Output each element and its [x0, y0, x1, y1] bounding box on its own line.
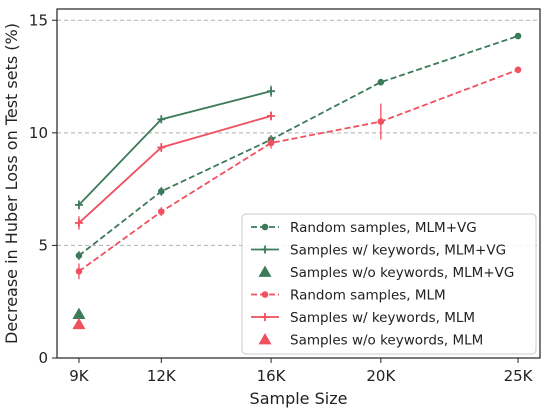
legend-item: Samples w/ keywords, MLM+VG: [251, 243, 506, 259]
series-1: [74, 85, 276, 210]
plot-frame: [56, 8, 541, 359]
legend-label: Random samples, MLM: [290, 288, 446, 304]
data-point: [157, 188, 165, 195]
series-line: [78, 68, 519, 273]
series-line: [78, 115, 272, 224]
data-point: [72, 307, 86, 319]
legend-marker: [258, 265, 272, 277]
y-tick-label: 10: [29, 124, 48, 142]
x-tick-label: 16K: [257, 367, 287, 385]
data-point: [157, 143, 166, 152]
y-tick-label: 5: [38, 236, 48, 254]
data-point: [74, 218, 83, 227]
series-5: [72, 317, 86, 330]
series-line: [78, 90, 272, 206]
data-point: [157, 115, 166, 124]
legend-item: Random samples, MLM+VG: [251, 220, 477, 236]
series-3: [75, 66, 522, 280]
legend-label: Random samples, MLM+VG: [290, 220, 477, 236]
legend-marker: [261, 223, 269, 231]
legend-item: Samples w/o keywords, MLM+VG: [258, 265, 514, 281]
data-point: [157, 208, 165, 215]
legend-marker: [261, 291, 269, 298]
series-4: [74, 111, 276, 230]
x-tick-label: 9K: [69, 367, 90, 385]
legend-label: Samples w/ keywords, MLM+VG: [290, 243, 506, 259]
data-point: [72, 317, 86, 330]
y-tick-label: 15: [29, 11, 48, 29]
legend-label: Samples w/o keywords, MLM+VG: [290, 265, 514, 281]
data-point: [377, 118, 385, 125]
legend-label: Samples w/ keywords, MLM: [290, 310, 475, 326]
legend-item: Random samples, MLM: [251, 288, 446, 304]
legend: Random samples, MLM+VG Samples w/ keyword…: [241, 213, 537, 355]
data-point: [267, 111, 276, 120]
series-2: [72, 307, 86, 319]
x-axis-label: Sample Size: [250, 389, 348, 408]
legend-item: Samples w/o keywords, MLM: [258, 333, 483, 349]
data-point: [75, 252, 83, 259]
legend-item: Samples w/ keywords, MLM: [251, 310, 475, 326]
data-point: [514, 66, 522, 74]
x-tick-label: 12K: [147, 367, 177, 385]
legend-label: Samples w/o keywords, MLM: [290, 333, 483, 349]
y-axis-label: Decrease in Huber Loss on Test sets (%): [2, 23, 21, 344]
x-tick-label: 25K: [504, 367, 534, 385]
legend-marker: [261, 313, 269, 321]
data-point: [74, 200, 83, 209]
data-point: [514, 32, 522, 40]
legend-marker: [261, 245, 269, 254]
x-tick-label: 20K: [366, 367, 396, 385]
y-tick-label: 0: [38, 349, 48, 367]
data-point: [377, 78, 385, 86]
data-point: [267, 139, 275, 147]
series-layer: [72, 32, 522, 330]
grid-lines: [57, 19, 540, 246]
axis-ticks: 9K 12K 16K 20K 25K 0 5 10 15: [29, 11, 534, 385]
data-point: [75, 268, 83, 275]
data-point: [267, 87, 276, 96]
legend-marker: [258, 333, 272, 345]
legend-box: [241, 213, 537, 355]
